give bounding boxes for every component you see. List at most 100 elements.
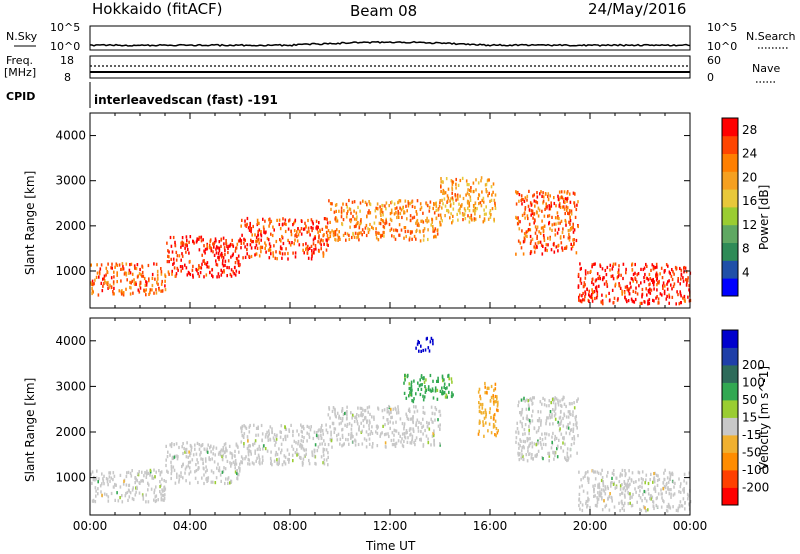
- power-cell: [457, 218, 459, 222]
- power-cell: [452, 180, 455, 184]
- vel-cell: [556, 455, 559, 459]
- power-cell: [397, 215, 400, 219]
- station-title: Hokkaido (fitACF): [92, 0, 223, 18]
- power-cell: [553, 250, 556, 254]
- power-cell: [120, 290, 123, 294]
- power-colorbar-swatch: [722, 224, 738, 243]
- vel-cell: [185, 450, 188, 454]
- power-cell: [307, 218, 309, 223]
- vel-cell: [488, 410, 491, 415]
- time-tick-label: 00:00: [673, 519, 708, 533]
- vel-cell: [292, 433, 294, 438]
- vel-ytick-label: 4000: [55, 334, 86, 348]
- vel-cell: [339, 442, 341, 446]
- power-cell: [348, 233, 350, 237]
- power-cell: [200, 239, 203, 243]
- vel-cell: [163, 497, 166, 501]
- power-cell: [379, 211, 382, 215]
- power-cell: [426, 216, 428, 220]
- power-cell: [345, 202, 348, 206]
- vel-cell: [149, 468, 152, 472]
- power-cell: [672, 270, 674, 274]
- vel-cell: [279, 435, 282, 439]
- vel-cell: [182, 442, 184, 446]
- vel-cell: [597, 483, 599, 487]
- power-cell: [198, 274, 201, 278]
- power-cell: [347, 209, 349, 213]
- vel-cell: [154, 495, 157, 499]
- vel-cell: [354, 443, 357, 447]
- power-cell: [361, 228, 364, 232]
- vel-cell: [141, 479, 144, 483]
- vel-cell: [158, 469, 160, 473]
- vel-cell: [420, 349, 422, 353]
- power-cell: [226, 274, 228, 278]
- vel-cell: [540, 419, 542, 423]
- vel-cell: [540, 421, 542, 425]
- vel-cell: [302, 424, 305, 429]
- vel-cell: [226, 449, 228, 453]
- vel-cell: [439, 389, 442, 393]
- vel-cell: [95, 494, 97, 498]
- vel-cell: [431, 411, 434, 416]
- power-cell: [557, 194, 559, 198]
- power-cell: [177, 268, 179, 272]
- power-cell: [492, 182, 495, 186]
- power-cell: [361, 233, 363, 237]
- power-cell: [151, 272, 154, 277]
- power-cell: [573, 201, 576, 205]
- power-cell: [433, 202, 435, 206]
- vel-cell: [552, 422, 554, 426]
- vel-cell: [119, 473, 122, 477]
- vel-cell: [247, 450, 250, 454]
- vel-cell: [115, 483, 117, 487]
- power-cell: [340, 215, 343, 219]
- power-cell: [249, 227, 252, 231]
- power-cell: [422, 220, 425, 224]
- vel-cell: [101, 493, 103, 497]
- power-cell: [428, 205, 431, 209]
- vel-cell: [358, 425, 360, 429]
- power-cell: [173, 261, 175, 265]
- vel-cell: [102, 479, 105, 483]
- power-cell: [542, 201, 544, 205]
- power-cell: [594, 286, 597, 290]
- power-cell: [479, 214, 481, 219]
- vel-cell: [535, 443, 538, 447]
- vel-cell: [529, 437, 531, 441]
- vel-cell: [358, 414, 360, 418]
- power-cell: [631, 268, 634, 272]
- vel-cell: [683, 479, 685, 483]
- vel-cell: [357, 406, 359, 410]
- power-cell: [311, 254, 313, 258]
- vel-cell: [341, 433, 344, 437]
- power-cell: [157, 282, 159, 286]
- vel-cell: [443, 385, 445, 389]
- power-cell: [185, 266, 188, 270]
- power-cell: [303, 251, 305, 255]
- vel-cell: [554, 396, 556, 400]
- vel-cell: [129, 491, 132, 495]
- power-cell: [91, 279, 94, 283]
- power-cell: [246, 222, 248, 226]
- power-cell: [400, 208, 403, 212]
- power-cell: [564, 197, 567, 201]
- vel-cell: [134, 493, 137, 497]
- power-cell: [174, 240, 176, 244]
- vel-cell: [247, 457, 250, 461]
- vel-cell: [147, 483, 150, 487]
- power-cell: [99, 267, 102, 271]
- vel-cell: [403, 427, 405, 431]
- vel-cell: [335, 415, 337, 419]
- power-cell: [568, 235, 571, 239]
- vel-cell: [670, 488, 672, 492]
- vel-cell: [421, 425, 423, 429]
- power-cell: [632, 279, 634, 283]
- power-cell: [687, 295, 689, 299]
- vel-cell: [308, 432, 310, 436]
- vel-cell: [403, 439, 405, 443]
- vel-cell: [647, 488, 650, 492]
- power-cell: [655, 262, 658, 266]
- vel-cell: [594, 483, 596, 488]
- vel-cell: [215, 476, 218, 480]
